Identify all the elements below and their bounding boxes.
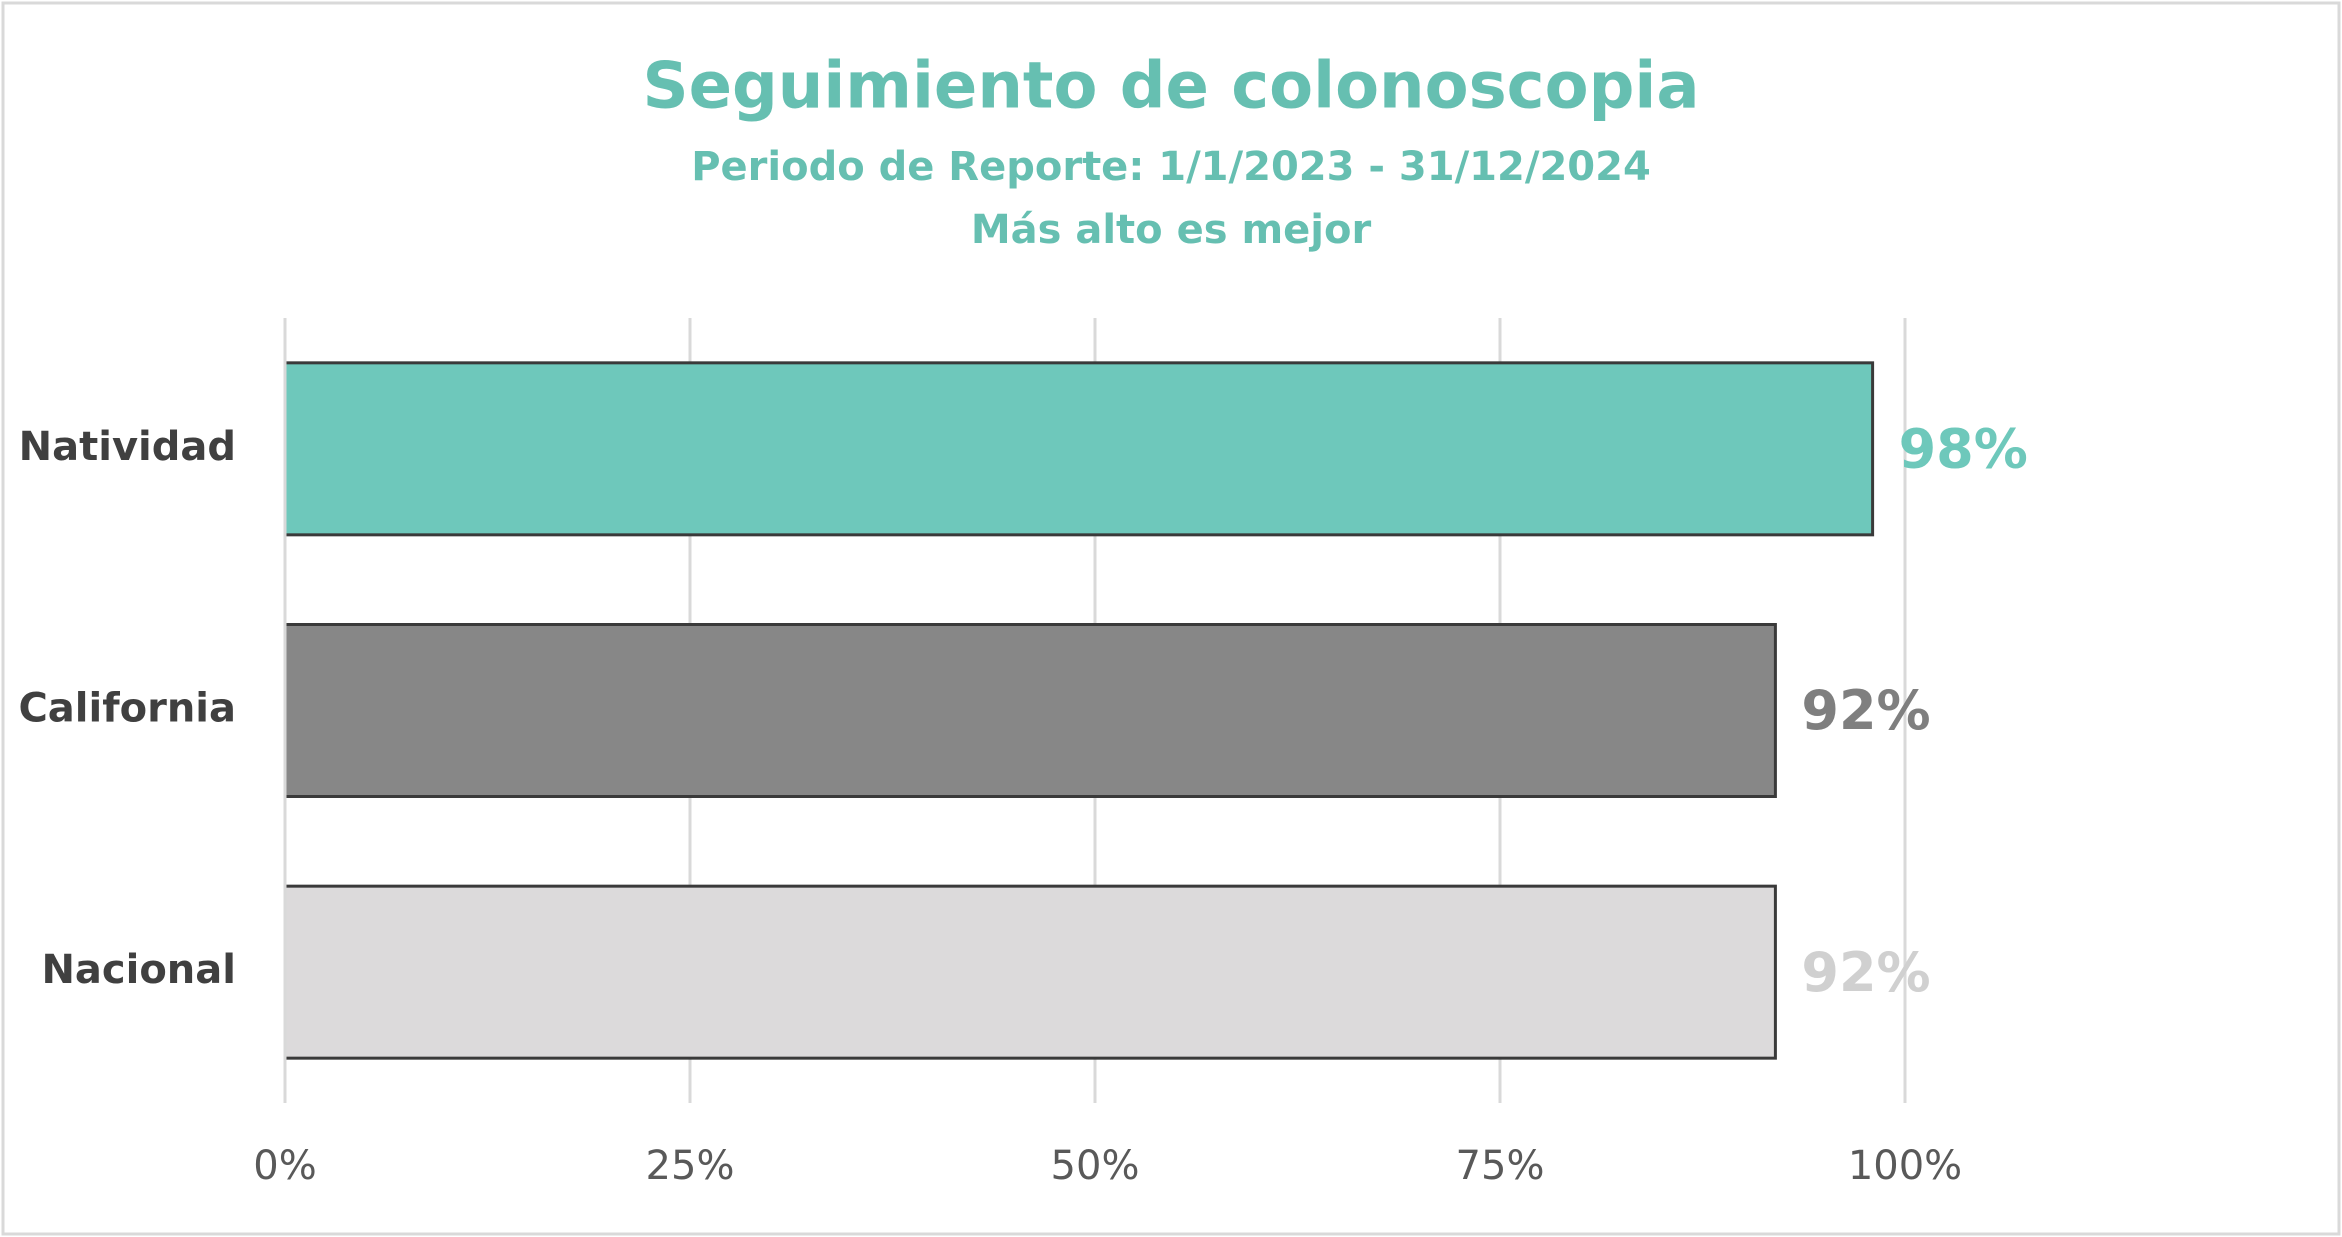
chart-subtitle: Periodo de Reporte: 1/1/2023 - 31/12/202… [691, 144, 1651, 190]
x-tick-label: 25% [646, 1143, 735, 1189]
value-label: 92% [1801, 679, 1930, 742]
chart-title: Seguimiento de colonoscopia [642, 50, 1699, 124]
bar [283, 361, 1875, 537]
bar [283, 884, 1777, 1060]
value-label: 92% [1801, 941, 1930, 1004]
x-tick-label: 100% [1848, 1143, 1962, 1189]
y-tick-label: California [18, 686, 236, 732]
y-tick-label: Nacional [41, 947, 236, 993]
x-tick-label: 0% [253, 1143, 316, 1189]
bar [283, 623, 1777, 798]
y-tick-label: Natividad [19, 424, 236, 470]
x-tick-label: 50% [1051, 1143, 1140, 1189]
value-label: 98% [1899, 417, 2028, 480]
chart-subtitle: Más alto es mejor [971, 207, 1372, 253]
x-tick-label: 75% [1456, 1143, 1545, 1189]
